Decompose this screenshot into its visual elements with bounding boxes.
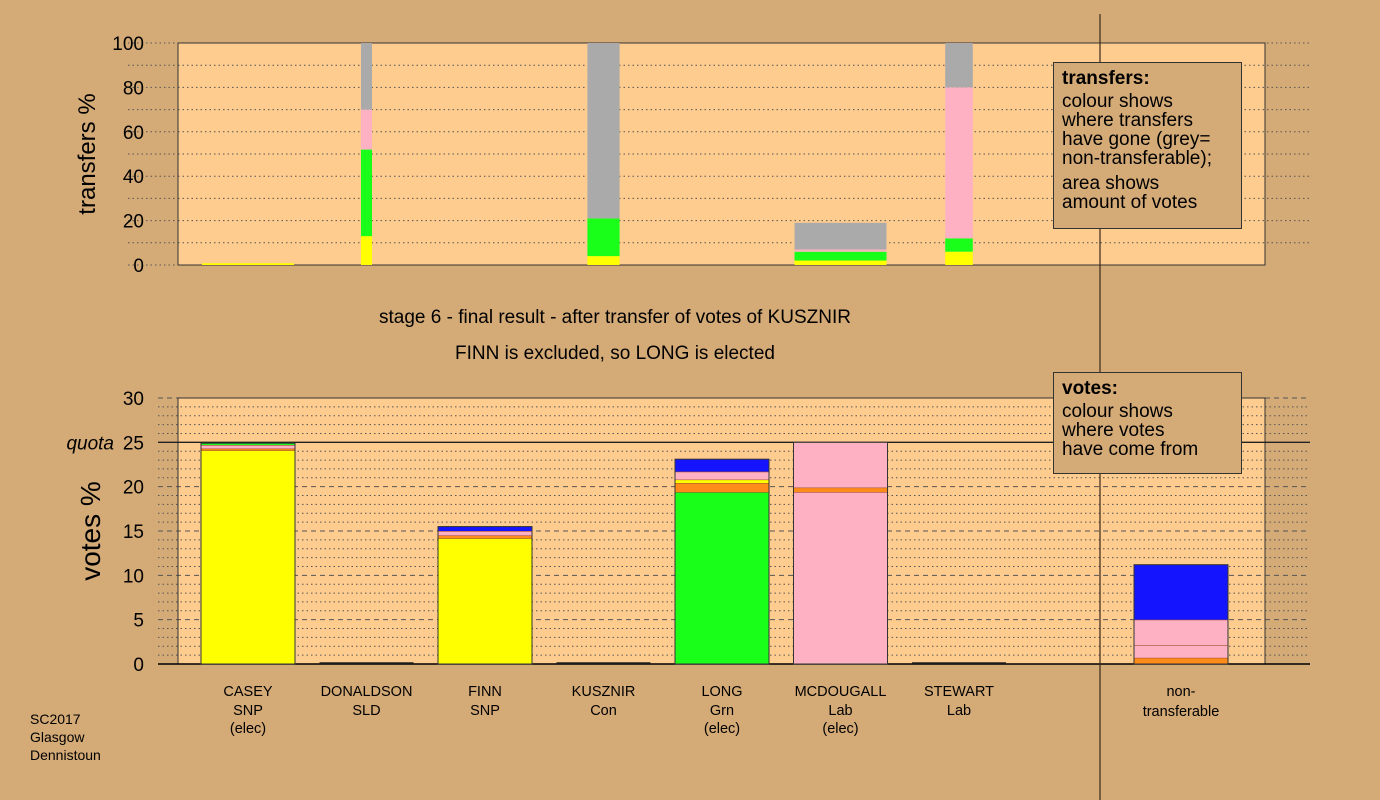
vote-bar-long-segment: [675, 471, 769, 480]
transfer-segment-donaldson-grn: [360, 149, 373, 237]
vote-bar-nontransferable-segment: [1134, 657, 1228, 664]
candidate-party-label: Lab: [947, 703, 971, 719]
transfer-segment-stewart-snp: [945, 251, 973, 265]
transfer-segment-kusznir-grn: [587, 218, 620, 257]
vote-bar-finn-segment: [438, 535, 532, 539]
transfers-legend-title: transfers:: [1062, 68, 1150, 89]
transfer-segment-stewart-grn: [945, 238, 973, 252]
vote-bar-long-segment: [675, 483, 769, 492]
transfers-legend-line: where transfers: [1062, 110, 1193, 131]
votes-legend-line: where votes: [1062, 420, 1165, 441]
candidate-party-label: Lab: [828, 703, 852, 719]
votes-legend-line: colour shows: [1062, 401, 1173, 422]
vote-bar-long-outline: [674, 458, 770, 665]
transfers-y-tick-label: 60: [123, 123, 144, 144]
votes-y-tick-label: 15: [123, 522, 144, 543]
candidate-party-label: Con: [590, 703, 617, 719]
transfers-y-axis-label: transfers %: [74, 93, 101, 214]
candidate-name-label: KUSZNIR: [572, 684, 636, 700]
stage-caption: stage 6 - final result - after transfer …: [378, 307, 851, 328]
vote-bar-finn-segment: [438, 531, 532, 536]
transfers-plot-frame: [177, 42, 1266, 266]
footnote-line: Dennistoun: [30, 747, 101, 763]
quota-label: quota: [66, 433, 114, 454]
candidate-status-label: (elec): [230, 721, 266, 737]
election-footnote: SC2017 Glasgow Dennistoun: [30, 710, 101, 764]
vote-bar-mcdougall-segment: [793, 491, 888, 664]
vote-bar-casey-segment: [201, 443, 295, 445]
votes-legend: votes: colour shows where votes have com…: [1053, 372, 1242, 474]
transfers-legend-line: amount of votes: [1062, 192, 1198, 213]
transfer-segment-stewart-nontransferable: [945, 43, 973, 88]
candidate-status-label: (elec): [822, 721, 858, 737]
transfer-segment-donaldson-nontransferable: [360, 43, 373, 110]
outcome-caption: FINN is excluded, so LONG is elected: [455, 343, 775, 364]
votes-legend-title: votes:: [1062, 378, 1118, 399]
candidate-name-label: DONALDSON: [321, 684, 413, 700]
transfer-segment-mcdougall-snp: [794, 260, 887, 265]
candidate-party-label: SLD: [352, 703, 380, 719]
votes-y-tick-label: 10: [123, 566, 144, 587]
transfers-y-tick-label: 80: [123, 78, 144, 99]
vote-bar-mcdougall-segment: [793, 442, 888, 488]
transfer-segment-kusznir-snp: [587, 256, 620, 265]
vote-bar-nontransferable-segment: [1134, 619, 1228, 646]
transfers-legend-line: non-transferable);: [1062, 148, 1212, 169]
vote-bar-casey-segment: [201, 450, 295, 664]
vote-bar-finn-segment: [438, 526, 532, 531]
candidate-status-label: (elec): [704, 721, 740, 737]
nontransferable-label: transferable: [1143, 704, 1220, 720]
vote-bar-casey-outline: [200, 442, 296, 665]
footnote-line: SC2017: [30, 711, 81, 727]
candidate-name-label: STEWART: [924, 684, 994, 700]
vote-bar-nontransferable-segment: [1134, 564, 1228, 620]
vote-bar-nontransferable-outline: [1133, 564, 1229, 665]
vote-bar-long-segment: [675, 491, 769, 664]
vote-bar-finn-outline: [437, 526, 533, 665]
vote-bar-mcdougall-segment: [793, 487, 888, 492]
vote-bar-mcdougall-outline: [793, 441, 888, 665]
transfer-segment-donaldson-snp: [360, 236, 373, 265]
transfers-legend-line: colour shows: [1062, 91, 1173, 112]
vote-bar-casey-segment: [201, 444, 295, 449]
transfers-y-tick-label: 0: [133, 256, 144, 277]
transfer-segment-casey-snp: [202, 263, 294, 265]
vote-bar-finn-segment: [438, 538, 532, 664]
transfer-segment-mcdougall-nontransferable: [794, 222, 887, 250]
transfers-legend-line: have gone (grey=: [1062, 129, 1211, 150]
footnote-line: Glasgow: [30, 729, 85, 745]
candidate-party-label: SNP: [233, 703, 263, 719]
votes-y-tick-label: 25: [123, 433, 144, 454]
candidate-party-label: SNP: [470, 703, 500, 719]
vote-bar-casey-segment: [201, 448, 295, 451]
transfers-y-tick-label: 40: [123, 167, 144, 188]
candidate-name-label: CASEY: [223, 684, 272, 700]
transfer-segment-donaldson-lab: [360, 109, 373, 150]
transfers-legend: transfers: colour shows where transfers …: [1053, 62, 1242, 229]
transfer-segment-mcdougall-grn: [794, 251, 887, 261]
votes-y-tick-label: 20: [123, 478, 144, 499]
votes-legend-line: have come from: [1062, 439, 1199, 460]
candidate-party-label: Grn: [710, 703, 734, 719]
transfers-y-tick-label: 100: [112, 34, 144, 55]
transfers-legend-line: area shows: [1062, 173, 1160, 194]
nontransferable-label: non-: [1166, 684, 1195, 700]
vote-bar-nontransferable-segment: [1134, 645, 1228, 658]
votes-y-tick-label: 5: [133, 611, 144, 632]
votes-y-tick-label: 0: [133, 655, 144, 676]
candidate-name-label: MCDOUGALL: [795, 684, 887, 700]
candidate-name-label: FINN: [468, 684, 502, 700]
votes-y-axis-label: votes %: [75, 481, 106, 581]
vote-bar-long-segment: [675, 479, 769, 484]
transfers-y-tick-label: 20: [123, 212, 144, 233]
transfer-segment-mcdougall-lab: [794, 249, 887, 252]
transfer-segment-kusznir-nontransferable: [587, 43, 620, 219]
votes-y-tick-label: 30: [123, 389, 144, 410]
transfer-segment-stewart-lab: [945, 87, 973, 239]
vote-bar-long-segment: [675, 459, 769, 472]
candidate-name-label: LONG: [701, 684, 742, 700]
